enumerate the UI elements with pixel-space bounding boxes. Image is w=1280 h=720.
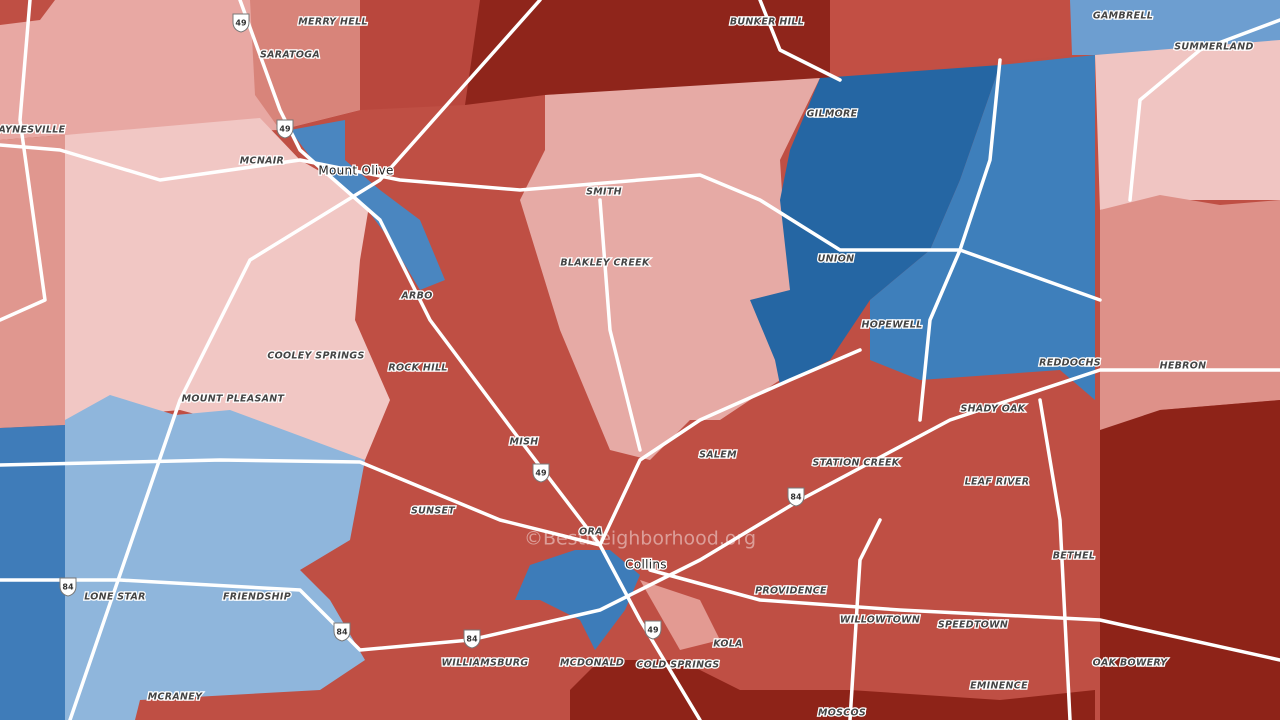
place-label: PROVIDENCE <box>755 586 827 597</box>
place-label: STATION CREEK <box>813 458 900 469</box>
highway-shield: 84 <box>336 628 348 637</box>
town-label: Mount Olive <box>318 164 393 178</box>
highway-shield-icon <box>333 622 351 642</box>
place-label: BETHEL <box>1053 551 1096 562</box>
place-label: MCNAIR <box>240 156 284 167</box>
place-label: MISH <box>510 437 539 448</box>
place-label: SUNSET <box>411 506 456 517</box>
highway-shield: 49 <box>647 626 659 635</box>
place-label: ARBO <box>400 291 432 302</box>
place-label: SHADY OAK <box>961 404 1026 415</box>
place-label: SPEEDTOWN <box>938 620 1008 631</box>
place-label: UNION <box>818 254 855 265</box>
place-label: ROCK HILL <box>388 363 447 374</box>
place-label: OAK BOWERY <box>1093 658 1169 669</box>
watermark: ©BestNeighborhood.org <box>524 528 756 550</box>
place-label: HEBRON <box>1160 361 1207 372</box>
place-label: GILMORE <box>807 109 858 120</box>
town-label: Collins <box>625 558 667 572</box>
place-label: EMINENCE <box>970 681 1028 692</box>
place-label: BLAKLEY CREEK <box>560 258 650 269</box>
place-label: HOPEWELL <box>862 320 923 331</box>
highway-shield-icon <box>463 629 481 649</box>
highway-shield-icon <box>232 13 250 33</box>
place-label: FRIENDSHIP <box>223 592 291 603</box>
place-label: KOLA <box>713 639 742 650</box>
place-label: MOUNT PLEASANT <box>182 394 286 405</box>
place-label: MOSCOS <box>818 708 866 719</box>
place-label: MCDONALD <box>560 658 624 669</box>
place-label: MCRANEY <box>148 692 203 703</box>
place-label: GAMBRELL <box>1093 11 1153 22</box>
place-label: SMITH <box>586 187 622 198</box>
place-label: COOLEY SPRINGS <box>267 351 364 362</box>
place-label: COLD SPRINGS <box>636 660 719 671</box>
place-label: MERRY HELL <box>298 17 367 28</box>
highway-shield-icon <box>787 487 805 507</box>
highway-shield: 84 <box>790 493 802 502</box>
highway-shield: 84 <box>62 583 74 592</box>
place-label: ORA <box>579 527 603 538</box>
highway-shield-icon <box>276 119 294 139</box>
place-label: LONE STAR <box>84 592 146 603</box>
highway-shield: 49 <box>535 469 547 478</box>
highway-shield: 84 <box>466 635 478 644</box>
place-label: SARATOGA <box>260 50 320 61</box>
highway-shield-icon <box>59 577 77 597</box>
place-label: SALEM <box>699 450 737 461</box>
place-label: REDDOCHS <box>1039 358 1101 369</box>
place-label: WILLOWTOWN <box>840 615 920 626</box>
highway-shield: 49 <box>279 125 291 134</box>
place-label: LEAF RIVER <box>965 477 1030 488</box>
highway-shield-icon <box>532 463 550 483</box>
highway-shield-icon <box>644 620 662 640</box>
place-label: WILLIAMSBURG <box>442 658 529 669</box>
place-label: BUNKER HILL <box>730 17 804 28</box>
place-label: JAYNESVILLE <box>0 125 66 136</box>
place-label: SUMMERLAND <box>1174 42 1254 53</box>
highway-shield: 49 <box>235 19 247 28</box>
